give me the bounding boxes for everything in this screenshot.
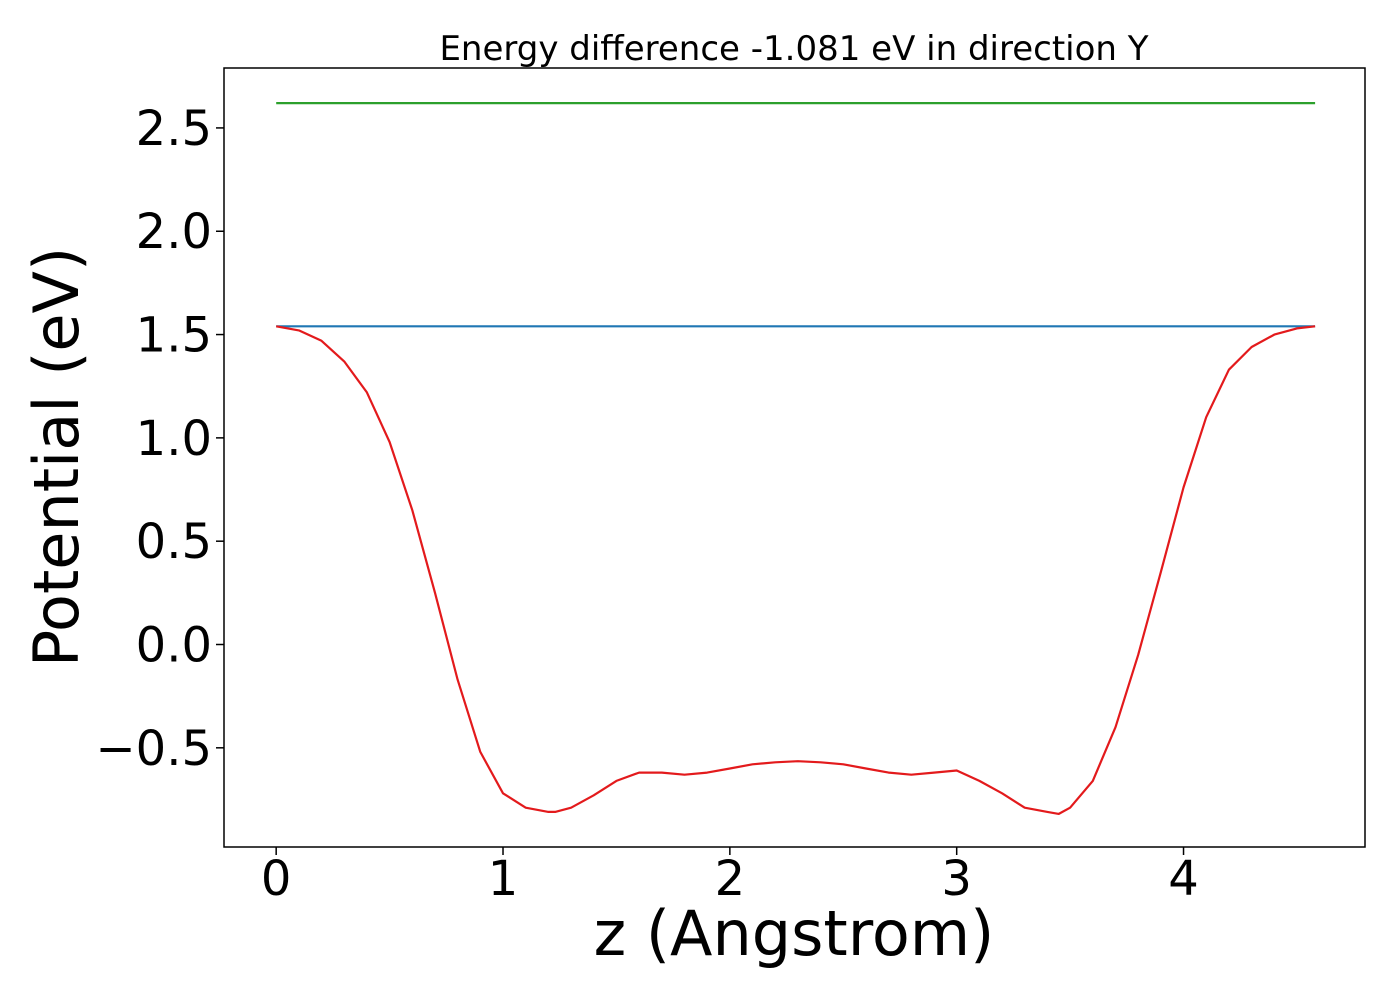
y-tick-label: 0.0: [136, 618, 212, 674]
y-tick-label: 1.0: [136, 411, 212, 467]
x-axis-ticks: 0 1 2 3 4: [261, 847, 1199, 907]
x-axis-label: z (Angstrom): [594, 897, 995, 970]
x-tick-label: 3: [941, 851, 972, 907]
x-tick-label: 1: [488, 851, 519, 907]
chart-title: Energy difference -1.081 eV in direction…: [439, 29, 1148, 69]
y-axis-ticks: −0.5 0.0 0.5 1.0 1.5 2.0 2.5: [95, 101, 224, 777]
y-tick-label: 2.5: [136, 101, 212, 157]
y-axis-label: Potential (eV): [20, 247, 93, 667]
x-tick-label: 2: [715, 851, 746, 907]
plot-lines: [276, 101, 1316, 816]
y-tick-label: 1.5: [136, 308, 212, 364]
plot-frame: [223, 67, 1366, 848]
series-line-2: [276, 325, 1316, 816]
y-tick-label: 2.0: [136, 204, 212, 260]
x-tick-label: 4: [1168, 851, 1199, 907]
x-tick-label: 0: [261, 851, 292, 907]
y-tick-label: 0.5: [136, 514, 212, 570]
y-tick-label: −0.5: [95, 721, 212, 777]
